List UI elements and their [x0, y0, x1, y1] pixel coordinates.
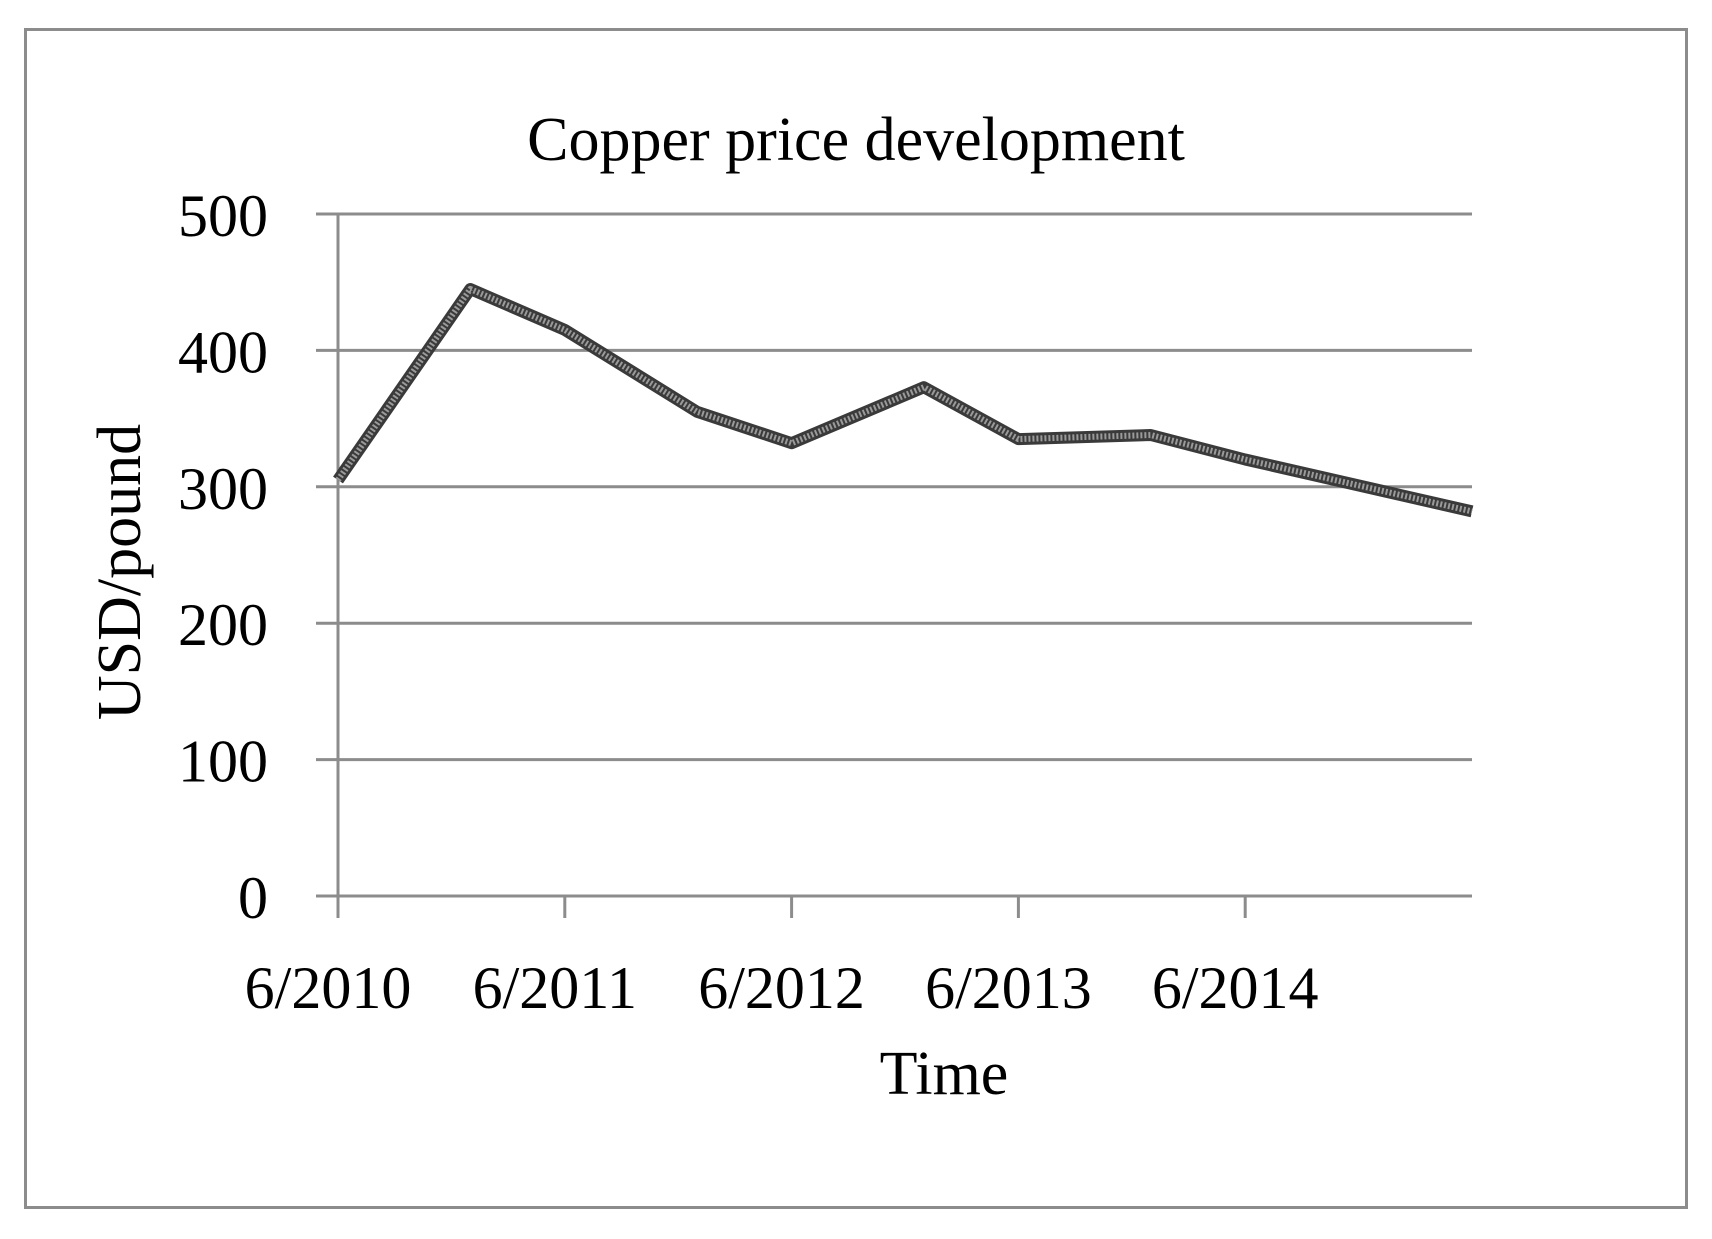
- chart-frame: [24, 28, 1688, 1209]
- y-tick-label-300: 300: [178, 456, 268, 522]
- x-tick-label-0: 6/2010: [245, 955, 412, 1021]
- y-tick-labels: 0 100 200 300 400 500: [178, 183, 268, 931]
- y-tick-label-200: 200: [178, 592, 268, 658]
- axes: [316, 214, 1472, 918]
- y-tick-label-500: 500: [178, 183, 268, 249]
- x-tick-label-2: 6/2012: [698, 955, 865, 1021]
- y-axis-label: USD/pound: [86, 424, 154, 720]
- chart-title: Copper price development: [527, 106, 1185, 174]
- x-tick-labels: 6/2010 6/2011 6/2012 6/2013 6/2014: [245, 955, 1319, 1021]
- gridlines: [316, 212, 1472, 762]
- y-tick-label-100: 100: [178, 729, 268, 795]
- x-tick-label-4: 6/2014: [1152, 955, 1319, 1021]
- series-line-outline-0: [333, 283, 1474, 518]
- x-tick-label-1: 6/2011: [473, 955, 637, 1021]
- series-layer: [333, 283, 1474, 518]
- x-axis-label: Time: [880, 1040, 1009, 1108]
- y-tick-label-0: 0: [238, 865, 268, 931]
- y-tick-label-400: 400: [178, 319, 268, 385]
- x-tick-label-3: 6/2013: [925, 955, 1092, 1021]
